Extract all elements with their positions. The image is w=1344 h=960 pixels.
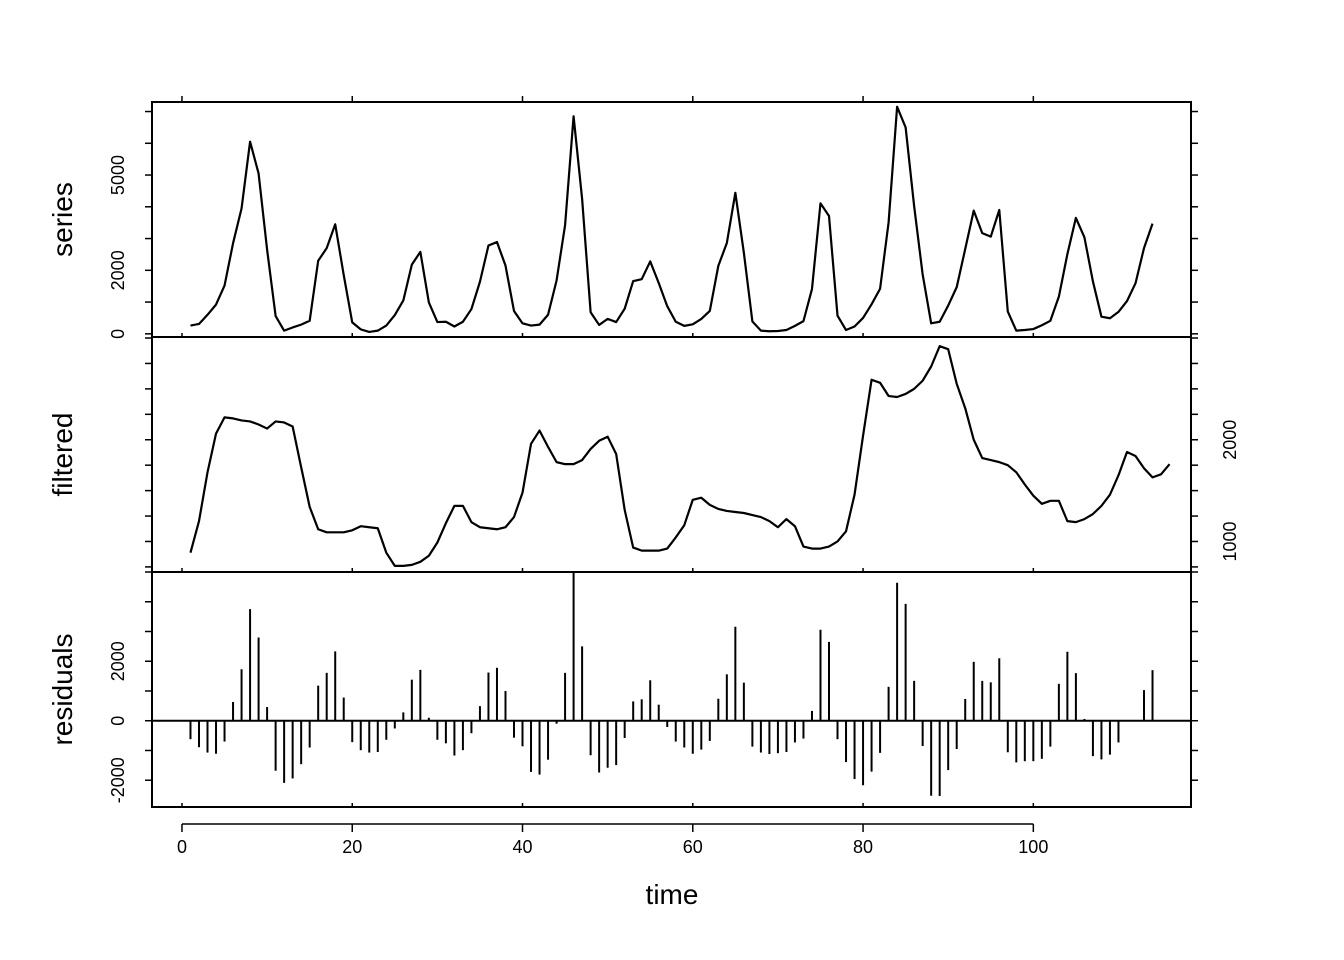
y-tick-label-residuals: -2000: [108, 757, 128, 803]
x-tick-label: 0: [177, 837, 187, 857]
y-tick-label-filtered: 1000: [1220, 521, 1240, 561]
series-line-series: [190, 105, 1154, 334]
x-tick-label: 80: [853, 837, 873, 857]
x-axis: 0 20 40 60 80 100: [177, 96, 1048, 857]
panels: 020005000series10002000filtered-20000200…: [47, 96, 1240, 857]
x-tick-label: 100: [1018, 837, 1048, 857]
y-axis-title-series: series: [47, 182, 78, 257]
x-tick-label: 60: [683, 837, 703, 857]
y-tick-label-series: 2000: [108, 250, 128, 290]
y-tick-label-residuals: 2000: [108, 641, 128, 681]
x-tick-label: 20: [342, 837, 362, 857]
y-tick-label-filtered: 2000: [1220, 420, 1240, 460]
x-axis-title: time: [646, 879, 699, 910]
y-tick-label-residuals: 0: [108, 716, 128, 726]
y-tick-label-series: 5000: [108, 155, 128, 195]
y-axis-title-residuals: residuals: [47, 633, 78, 745]
y-axis-title-filtered: filtered: [47, 412, 78, 496]
series-line-filtered: [189, 345, 1171, 568]
panel-frame-residuals: [151, 571, 1192, 808]
panel-residuals: -2000 0 2000 residuals: [47, 571, 1198, 808]
y-tick-label-series: 0: [108, 329, 128, 339]
x-tick-label: 40: [512, 837, 532, 857]
